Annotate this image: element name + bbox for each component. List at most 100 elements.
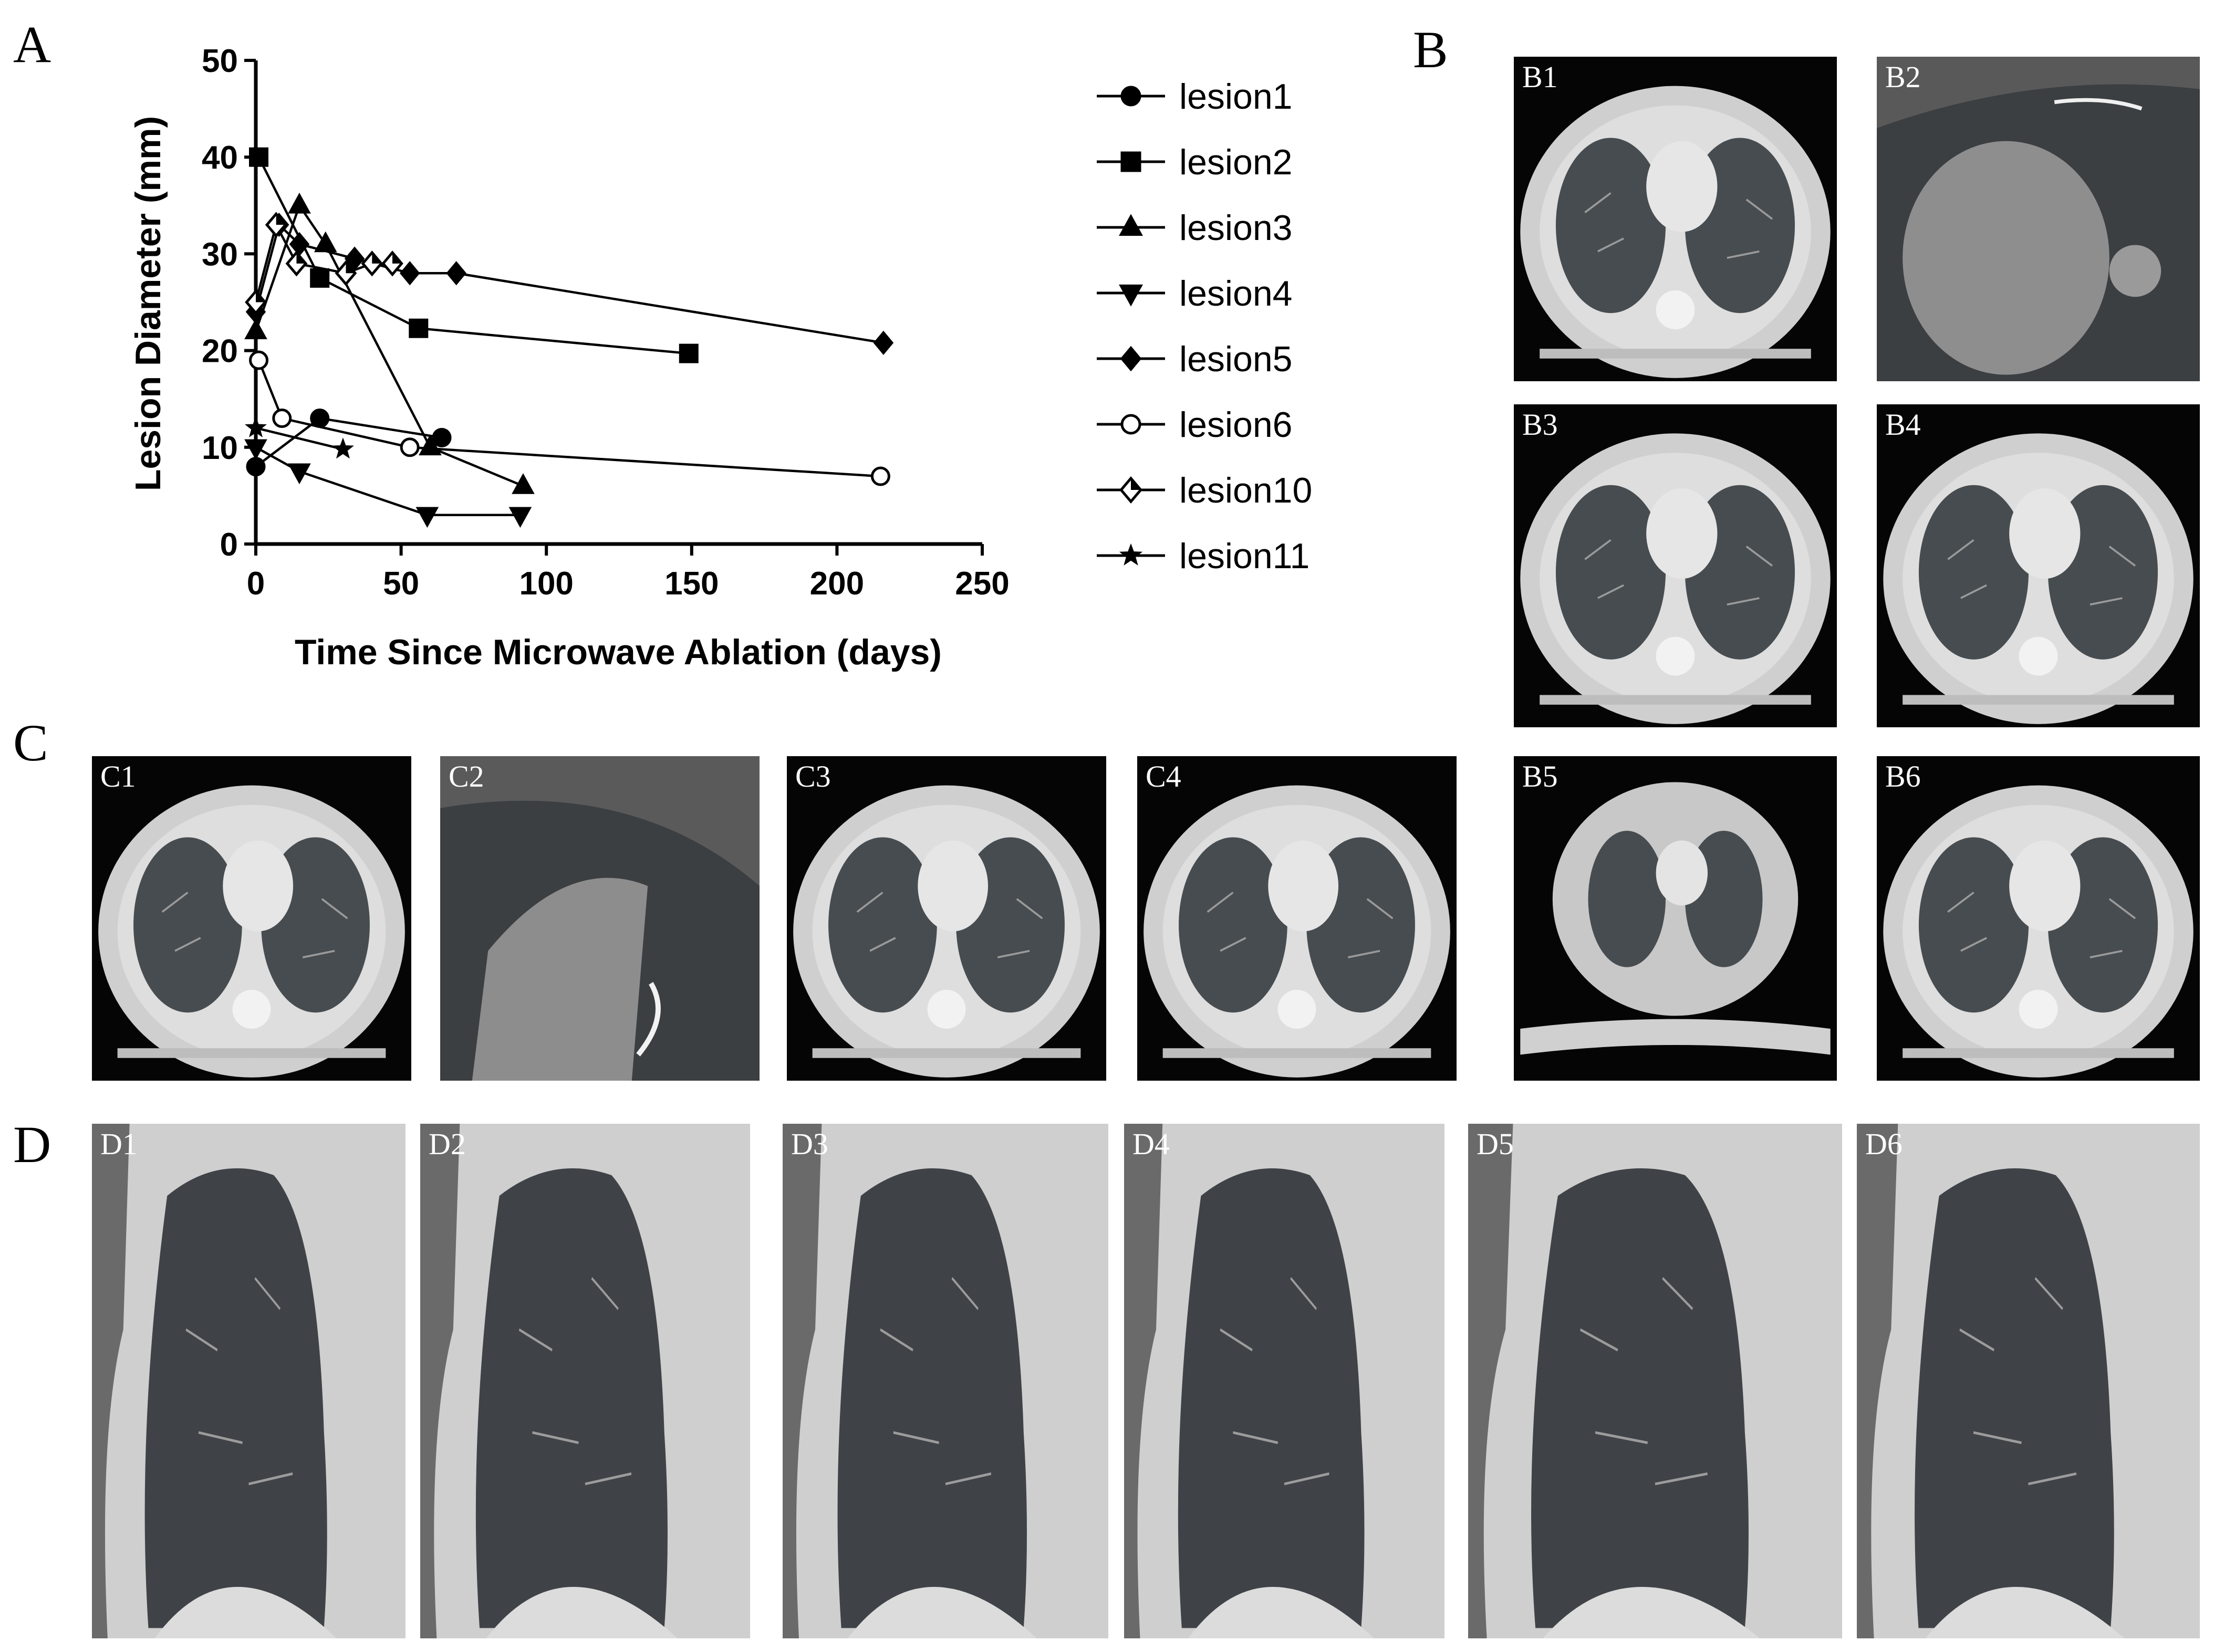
ct-scan-c2: C2 — [440, 756, 760, 1081]
data-point-lesion5 — [873, 330, 894, 355]
scan-label: B5 — [1522, 759, 1558, 793]
data-point-lesion6 — [249, 350, 269, 370]
y-tick-label: 40 — [202, 140, 238, 176]
ct-scan-b1: B1 — [1514, 57, 1837, 381]
data-point-lesion3 — [244, 318, 267, 340]
legend-label: lesion1 — [1179, 77, 1293, 117]
data-point-lesion2 — [249, 147, 269, 167]
data-point-lesion6 — [400, 437, 420, 457]
scan-label: B6 — [1885, 759, 1921, 793]
ct-scan-d1: D1 — [92, 1124, 406, 1638]
y-tick-label: 50 — [202, 43, 238, 79]
data-point-lesion2 — [409, 318, 429, 338]
legend-marker — [1119, 543, 1143, 566]
series-line-lesion5 — [254, 222, 884, 344]
legend-label: lesion10 — [1179, 470, 1312, 510]
chart-legend: lesion1 lesion2 lesion3 lesion4 lesion5 lesio… — [1097, 77, 1312, 576]
scan-label: D3 — [791, 1127, 828, 1161]
data-point-lesion1 — [310, 409, 330, 428]
scan-label: D6 — [1865, 1127, 1903, 1161]
legend-label: lesion3 — [1179, 208, 1293, 248]
legend-label: lesion11 — [1179, 536, 1309, 576]
data-point-lesion11 — [244, 416, 267, 437]
legend-label: lesion5 — [1179, 339, 1293, 379]
panel-label-d: D — [13, 1115, 51, 1174]
data-point-lesion10 — [381, 250, 403, 277]
scan-image — [1877, 404, 2200, 727]
scan-image — [783, 1124, 1108, 1638]
data-point-lesion2 — [679, 343, 699, 363]
ct-scan-b5: B5 — [1514, 756, 1837, 1081]
scan-image — [1877, 756, 2200, 1081]
ct-scan-d2: D2 — [420, 1124, 750, 1638]
panel-label-a: A — [13, 15, 51, 74]
legend-marker — [1119, 214, 1143, 236]
data-point-lesion10 — [285, 250, 308, 277]
scan-label: D1 — [100, 1127, 138, 1161]
scan-image — [1137, 756, 1457, 1081]
legend-marker — [1120, 86, 1141, 107]
y-tick-label: 0 — [220, 527, 238, 563]
data-point-lesion11 — [331, 437, 354, 459]
scan-label: D4 — [1132, 1127, 1170, 1161]
x-axis-label: Time Since Microwave Ablation (days) — [295, 632, 942, 672]
scan-label: C4 — [1146, 759, 1181, 793]
data-point-lesion1 — [246, 457, 266, 477]
scan-image — [1514, 404, 1837, 727]
scan-label: D2 — [429, 1127, 466, 1161]
data-point-lesion1 — [432, 427, 452, 447]
scan-image — [1468, 1124, 1842, 1638]
series-line-lesion4 — [255, 446, 521, 516]
ct-scan-b6: B6 — [1877, 756, 2200, 1081]
ct-scan-b2: B2 — [1877, 57, 2200, 381]
series-markers — [244, 147, 894, 528]
data-point-lesion10 — [361, 250, 383, 277]
scan-label: B4 — [1885, 407, 1921, 442]
legend-label: lesion4 — [1179, 274, 1293, 313]
scan-image — [420, 1124, 750, 1638]
chart-axes: 0 10 20 30 40 50 0 50 100 150 200 250 — [202, 43, 1010, 602]
x-tick-label: 200 — [810, 566, 864, 602]
scan-label: C1 — [100, 759, 136, 793]
legend-marker — [1120, 346, 1142, 372]
data-point-lesion4 — [415, 507, 439, 528]
scan-label: B1 — [1522, 60, 1558, 94]
ct-scan-b4: B4 — [1877, 404, 2200, 727]
scan-label: C2 — [449, 759, 484, 793]
y-axis-label: Lesion Diameter (mm) — [128, 116, 168, 491]
scan-image — [440, 756, 760, 1081]
data-point-lesion3 — [419, 434, 442, 456]
panel-label-c: C — [13, 714, 48, 772]
legend-marker — [1120, 414, 1141, 435]
scan-label: B3 — [1522, 407, 1558, 442]
x-tick-label: 250 — [955, 566, 1009, 602]
y-tick-label: 20 — [202, 333, 238, 370]
y-tick-label: 10 — [202, 430, 238, 466]
y-tick-label: 30 — [202, 236, 238, 273]
ct-scan-d4: D4 — [1124, 1124, 1444, 1638]
data-point-lesion3 — [512, 473, 535, 494]
data-point-lesion5 — [344, 246, 365, 271]
legend-marker — [1119, 476, 1142, 504]
series-line-lesion11 — [255, 426, 344, 451]
data-point-lesion4 — [288, 463, 311, 485]
legend-marker — [1119, 284, 1143, 307]
ct-scan-d6: D6 — [1857, 1124, 2200, 1638]
scan-image — [92, 756, 411, 1081]
data-point-lesion10 — [335, 260, 357, 286]
data-point-lesion2 — [310, 268, 330, 288]
scan-image — [1877, 57, 2200, 381]
x-tick-label: 100 — [519, 566, 573, 602]
x-tick-label: 50 — [383, 566, 419, 602]
data-point-lesion10 — [265, 212, 287, 238]
scan-image — [1124, 1124, 1444, 1638]
scan-image — [1857, 1124, 2200, 1638]
legend-label: lesion6 — [1179, 405, 1293, 445]
ct-scan-c3: C3 — [787, 756, 1106, 1081]
data-point-lesion5 — [399, 261, 420, 286]
series-lines — [254, 156, 884, 516]
scan-label: C3 — [795, 759, 831, 793]
series-line-lesion2 — [257, 156, 689, 355]
ct-scan-c4: C4 — [1137, 756, 1457, 1081]
ct-scan-d5: D5 — [1468, 1124, 1842, 1638]
